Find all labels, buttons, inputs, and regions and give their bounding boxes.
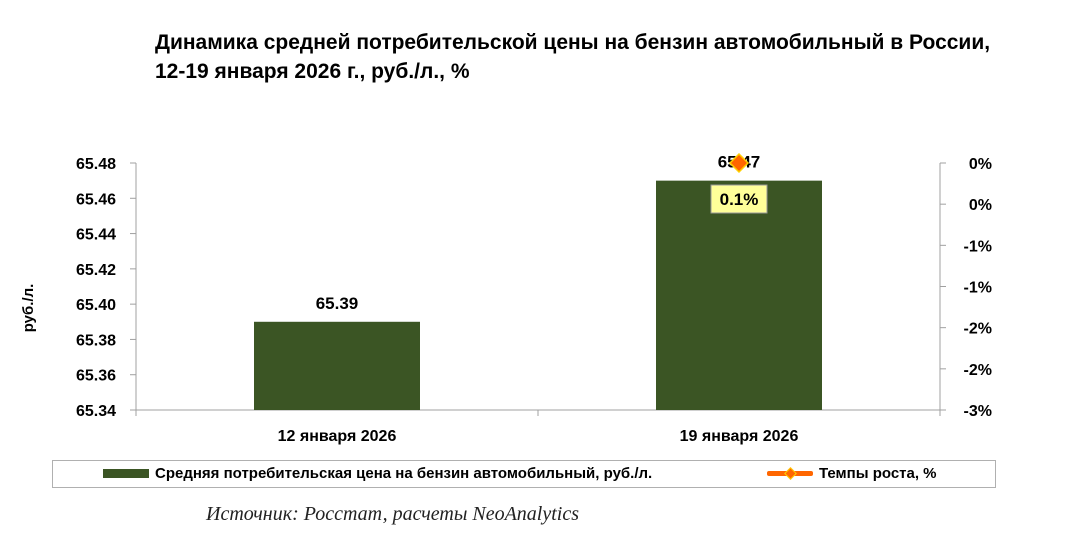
y2-tick-label: -1% [964, 238, 992, 255]
legend-bar-swatch [103, 469, 149, 478]
y-tick-label: 65.48 [76, 156, 116, 173]
chart-legend: Средняя потребительская цена на бензин а… [52, 460, 996, 488]
y2-tick-label: 0% [969, 197, 992, 214]
legend-item-growth: Темпы роста, % [767, 465, 937, 482]
bar [656, 180, 822, 410]
chart-title: Динамика средней потребительской цены на… [155, 31, 991, 83]
growth-marker [728, 152, 750, 174]
source-note: Источник: Росстат, расчеты NeoAnalytics [206, 503, 579, 525]
legend-item-price: Средняя потребительская цена на бензин а… [103, 465, 652, 482]
bar-value-label: 65.39 [316, 294, 359, 313]
legend-line-swatch [767, 467, 813, 480]
x-tick-label: 19 января 2026 [680, 428, 799, 445]
legend-label-growth: Темпы роста, % [819, 465, 937, 482]
x-tick-label: 12 января 2026 [278, 428, 397, 445]
bar [254, 321, 420, 410]
legend-label-price: Средняя потребительская цена на бензин а… [155, 465, 653, 482]
growth-label-box [710, 184, 768, 214]
y2-tick-label: -1% [964, 280, 992, 297]
y2-tick-label: -2% [964, 321, 992, 338]
growth-value-label: 0.1% [720, 190, 759, 209]
y-tick-label: 65.36 [76, 368, 116, 385]
y-tick-label: 65.44 [76, 227, 116, 244]
y2-tick-label: -3% [964, 403, 992, 420]
y-tick-label: 65.40 [76, 297, 116, 314]
y-tick-label: 65.42 [76, 262, 116, 279]
y-tick-label: 65.46 [76, 191, 116, 208]
y-tick-label: 65.38 [76, 332, 116, 349]
chart-plot: руб./л. 65.34 65.36 65.38 65.40 65.42 65.44 65… [20, 152, 992, 445]
y2-tick-label: -2% [964, 362, 992, 379]
y-tick-label: 65.34 [76, 403, 116, 420]
y2-tick-label: 0% [969, 156, 992, 173]
y-axis-label: руб./л. [20, 284, 37, 333]
